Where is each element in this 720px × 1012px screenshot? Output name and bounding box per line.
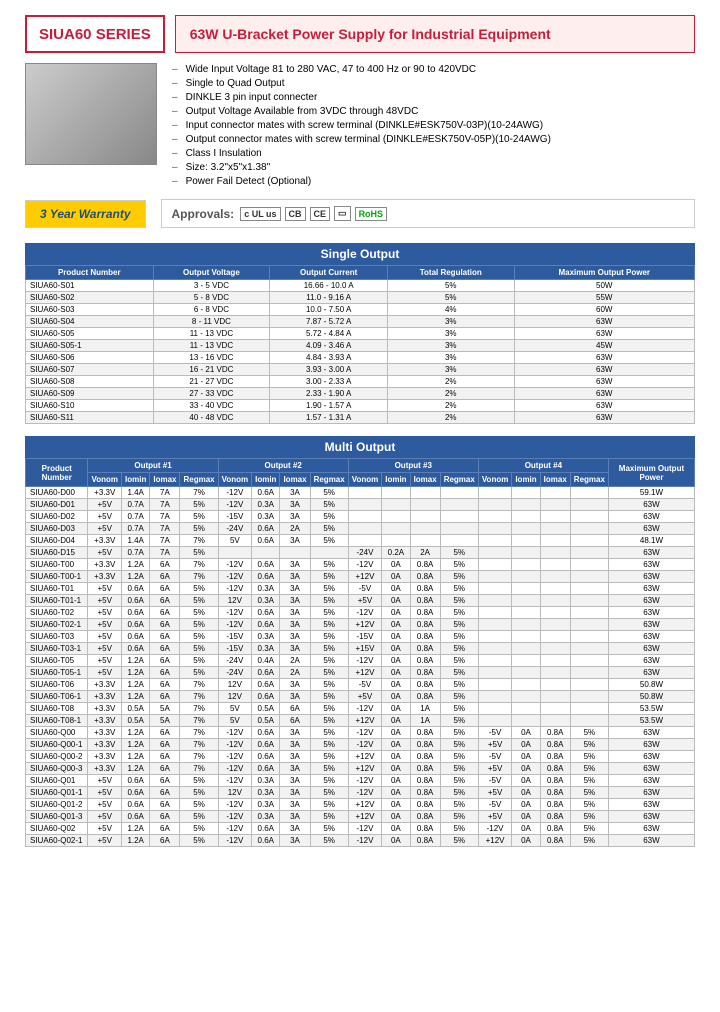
table-row: SIUA60-T00+3.3V1.2A6A7%-12V0.6A3A5%-12V0… bbox=[26, 559, 695, 571]
table-row: SIUA60-T08-1+3.3V0.5A5A7%5V0.5A6A5%+12V0… bbox=[26, 715, 695, 727]
table-row: SIUA60-S0613 - 16 VDC4.84 - 3.93 A3%63W bbox=[26, 352, 695, 364]
table-row: SIUA60-S0716 - 21 VDC3.93 - 3.00 A3%63W bbox=[26, 364, 695, 376]
table-row: SIUA60-S013 - 5 VDC16.66 - 10.0 A5%50W bbox=[26, 280, 695, 292]
table-subheader: Vonom bbox=[88, 473, 122, 487]
table-subheader: Iomax bbox=[410, 473, 440, 487]
table-subheader: Iomax bbox=[540, 473, 570, 487]
table-subheader: Iomin bbox=[382, 473, 410, 487]
table-row: SIUA60-S036 - 8 VDC10.0 - 7.50 A4%60W bbox=[26, 304, 695, 316]
multi-output-title: Multi Output bbox=[25, 436, 695, 458]
approvals-label: Approvals: bbox=[172, 207, 235, 221]
table-subheader: Regmax bbox=[310, 473, 348, 487]
single-output-table: Product NumberOutput VoltageOutput Curre… bbox=[25, 265, 695, 424]
feature-list: Wide Input Voltage 81 to 280 VAC, 47 to … bbox=[172, 63, 695, 189]
warranty-badge: 3 Year Warranty bbox=[25, 200, 146, 228]
table-row: SIUA60-D01+5V0.7A7A5%-12V0.3A3A5%63W bbox=[26, 499, 695, 511]
table-row: SIUA60-S048 - 11 VDC7.87 - 5.72 A3%63W bbox=[26, 316, 695, 328]
table-row: SIUA60-T01-1+5V0.6A6A5%12V0.3A3A5%+5V0A0… bbox=[26, 595, 695, 607]
feature-item: Output connector mates with screw termin… bbox=[172, 133, 695, 147]
table-subheader: Vonom bbox=[218, 473, 252, 487]
ce-icon: CE bbox=[310, 207, 331, 221]
approvals-box: Approvals: c UL us CB CE ▭ RoHS bbox=[161, 199, 696, 228]
feature-item: DINKLE 3 pin input connecter bbox=[172, 91, 695, 105]
table-row: SIUA60-D02+5V0.7A7A5%-15V0.3A3A5%63W bbox=[26, 511, 695, 523]
table-row: SIUA60-T02-1+5V0.6A6A5%-12V0.6A3A5%+12V0… bbox=[26, 619, 695, 631]
table-subheader: Iomax bbox=[280, 473, 310, 487]
table-row: SIUA60-S0511 - 13 VDC5.72 - 4.84 A3%63W bbox=[26, 328, 695, 340]
table-row: SIUA60-T01+5V0.6A6A5%-12V0.3A3A5%-5V0A0.… bbox=[26, 583, 695, 595]
table-row: SIUA60-Q00-3+3.3V1.2A6A7%-12V0.6A3A5%+12… bbox=[26, 763, 695, 775]
table-row: SIUA60-T08+3.3V0.5A5A7%5V0.5A6A5%-12V0A1… bbox=[26, 703, 695, 715]
table-header: Maximum Output Power bbox=[514, 266, 695, 280]
table-row: SIUA60-Q00+3.3V1.2A6A7%-12V0.6A3A5%-12V0… bbox=[26, 727, 695, 739]
approval-icons: c UL us CB CE ▭ RoHS bbox=[240, 206, 387, 221]
table-row: SIUA60-D03+5V0.7A7A5%-24V0.6A2A5%63W bbox=[26, 523, 695, 535]
feature-item: Output Voltage Available from 3VDC throu… bbox=[172, 105, 695, 119]
feature-item: Wide Input Voltage 81 to 280 VAC, 47 to … bbox=[172, 63, 695, 77]
table-row: SIUA60-S025 - 8 VDC11.0 - 9.16 A5%55W bbox=[26, 292, 695, 304]
table-subheader: Vonom bbox=[478, 473, 512, 487]
table-row: SIUA60-Q01-2+5V0.6A6A5%-12V0.3A3A5%+12V0… bbox=[26, 799, 695, 811]
table-row: SIUA60-S0821 - 27 VDC3.00 - 2.33 A2%63W bbox=[26, 376, 695, 388]
table-subheader: Regmax bbox=[180, 473, 218, 487]
table-row: SIUA60-Q01-3+5V0.6A6A5%-12V0.3A3A5%+12V0… bbox=[26, 811, 695, 823]
table-row: SIUA60-D04+3.3V1.4A7A7%5V0.6A3A5%48.1W bbox=[26, 535, 695, 547]
table-header: Product Number bbox=[26, 266, 154, 280]
table-row: SIUA60-Q02+5V1.2A6A5%-12V0.6A3A5%-12V0A0… bbox=[26, 823, 695, 835]
table-row: SIUA60-S1140 - 48 VDC1.57 - 1.31 A2%63W bbox=[26, 412, 695, 424]
table-subheader: Iomin bbox=[252, 473, 280, 487]
feature-item: Size: 3.2"x5"x1.38" bbox=[172, 161, 695, 175]
cb-icon: CB bbox=[285, 207, 306, 221]
table-row: SIUA60-T05-1+5V1.2A6A5%-24V0.6A2A5%+12V0… bbox=[26, 667, 695, 679]
table-row: SIUA60-T03-1+5V0.6A6A5%-15V0.3A3A5%+15V0… bbox=[26, 643, 695, 655]
table-subheader: Vonom bbox=[348, 473, 382, 487]
table-header: Total Regulation bbox=[388, 266, 514, 280]
rohs-icon: RoHS bbox=[355, 207, 388, 221]
table-row: SIUA60-T06-1+3.3V1.2A6A7%12V0.6A3A5%+5V0… bbox=[26, 691, 695, 703]
feature-item: Single to Quad Output bbox=[172, 77, 695, 91]
fcc-icon: ▭ bbox=[334, 206, 351, 221]
table-row: SIUA60-T02+5V0.6A6A5%-12V0.6A3A5%-12V0A0… bbox=[26, 607, 695, 619]
table-subheader: Iomin bbox=[122, 473, 150, 487]
multi-output-table: Product Number Output #1 Output #2 Outpu… bbox=[25, 458, 695, 847]
table-row: SIUA60-S05-111 - 13 VDC4.09 - 3.46 A3%45… bbox=[26, 340, 695, 352]
table-row: SIUA60-Q01+5V0.6A6A5%-12V0.3A3A5%-12V0A0… bbox=[26, 775, 695, 787]
table-row: SIUA60-Q01-1+5V0.6A6A5%12V0.3A3A5%-12V0A… bbox=[26, 787, 695, 799]
table-subheader: Iomin bbox=[512, 473, 540, 487]
table-row: SIUA60-Q00-2+3.3V1.2A6A7%-12V0.6A3A5%+12… bbox=[26, 751, 695, 763]
col-max-power: Maximum Output Power bbox=[608, 459, 694, 487]
table-row: SIUA60-T06+3.3V1.2A6A7%12V0.6A3A5%-5V0A0… bbox=[26, 679, 695, 691]
feature-item: Power Fail Detect (Optional) bbox=[172, 175, 695, 189]
col-output2: Output #2 bbox=[218, 459, 348, 473]
table-row: SIUA60-Q00-1+3.3V1.2A6A7%-12V0.6A3A5%-12… bbox=[26, 739, 695, 751]
ul-icon: c UL us bbox=[240, 207, 280, 221]
table-row: SIUA60-Q02-1+5V1.2A6A5%-12V0.6A3A5%-12V0… bbox=[26, 835, 695, 847]
table-header: Output Voltage bbox=[153, 266, 270, 280]
table-row: SIUA60-T03+5V0.6A6A5%-15V0.3A3A5%-15V0A0… bbox=[26, 631, 695, 643]
col-output1: Output #1 bbox=[88, 459, 218, 473]
col-output4: Output #4 bbox=[478, 459, 608, 473]
table-subheader: Regmax bbox=[570, 473, 608, 487]
col-product-number: Product Number bbox=[26, 459, 88, 487]
col-output3: Output #3 bbox=[348, 459, 478, 473]
table-row: SIUA60-T00-1+3.3V1.2A6A7%-12V0.6A3A5%+12… bbox=[26, 571, 695, 583]
table-row: SIUA60-S1033 - 40 VDC1.90 - 1.57 A2%63W bbox=[26, 400, 695, 412]
table-subheader: Regmax bbox=[440, 473, 478, 487]
table-subheader: Iomax bbox=[150, 473, 180, 487]
table-header: Output Current bbox=[270, 266, 388, 280]
table-row: SIUA60-S0927 - 33 VDC2.33 - 1.90 A2%63W bbox=[26, 388, 695, 400]
table-row: SIUA60-T05+5V1.2A6A5%-24V0.4A2A5%-12V0A0… bbox=[26, 655, 695, 667]
series-title: SIUA60 SERIES bbox=[25, 15, 165, 53]
table-row: SIUA60-D00+3.3V1.4A7A7%-12V0.6A3A5%59.1W bbox=[26, 487, 695, 499]
single-output-title: Single Output bbox=[25, 243, 695, 265]
product-image bbox=[25, 63, 157, 165]
product-title: 63W U-Bracket Power Supply for Industria… bbox=[175, 15, 695, 53]
feature-item: Input connector mates with screw termina… bbox=[172, 119, 695, 133]
feature-item: Class I Insulation bbox=[172, 147, 695, 161]
table-row: SIUA60-D15+5V0.7A7A5%-24V0.2A2A5%63W bbox=[26, 547, 695, 559]
